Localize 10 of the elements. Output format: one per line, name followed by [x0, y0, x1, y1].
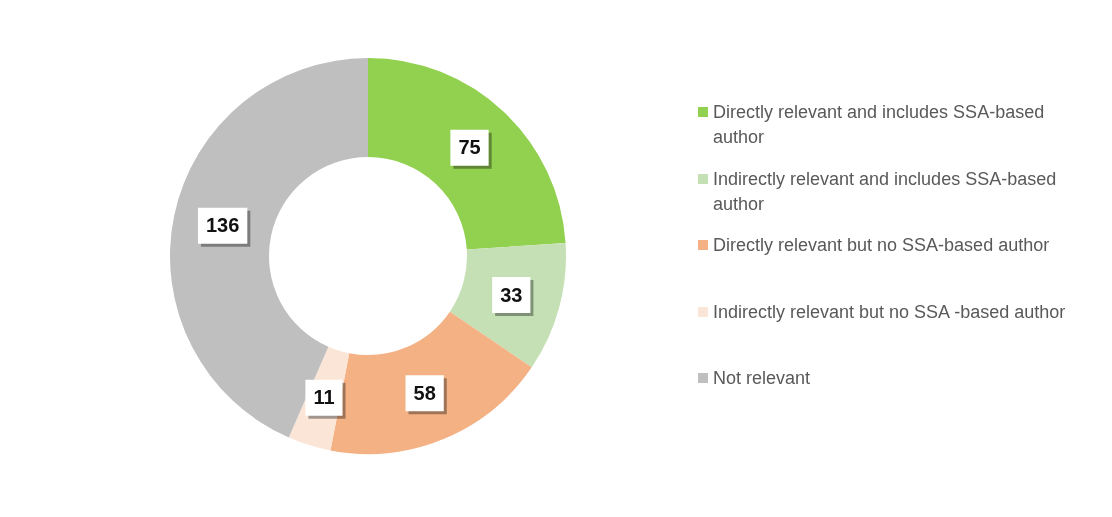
legend-label: Indirectly relevant but no SSA -based author	[713, 300, 1066, 324]
data-label: 33	[500, 283, 523, 306]
legend-label: Directly relevant but no SSA-based author	[713, 234, 1050, 257]
data-label: 75	[458, 136, 481, 159]
data-label: 11	[313, 386, 335, 409]
legend-label: Directly relevant and includes SSA-based author	[713, 101, 1046, 149]
data-label: 136	[205, 214, 240, 237]
data-label: 58	[413, 381, 436, 404]
legend-label: Not relevant	[713, 367, 811, 390]
legend-label: Indirectly relevant and includes SSA-based author	[713, 167, 1058, 216]
